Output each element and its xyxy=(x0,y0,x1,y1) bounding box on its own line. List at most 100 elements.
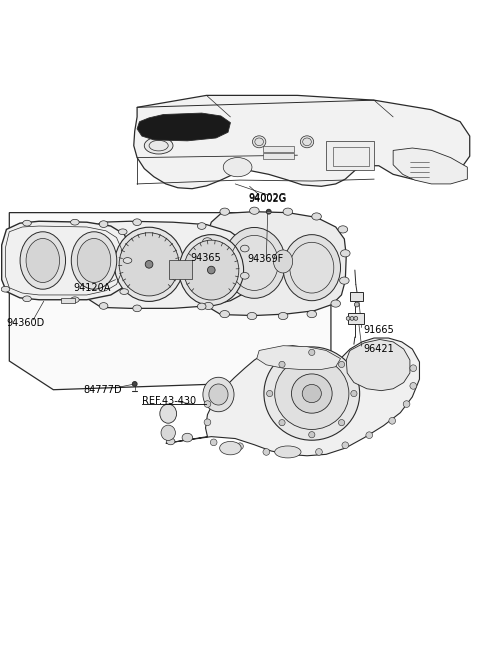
Ellipse shape xyxy=(220,441,241,455)
Ellipse shape xyxy=(350,316,354,320)
Ellipse shape xyxy=(223,227,286,298)
Ellipse shape xyxy=(144,138,173,154)
Ellipse shape xyxy=(204,303,213,310)
Bar xyxy=(333,147,369,166)
Polygon shape xyxy=(207,212,346,316)
Bar xyxy=(326,141,374,170)
Ellipse shape xyxy=(204,401,211,407)
Ellipse shape xyxy=(240,272,249,279)
Ellipse shape xyxy=(182,433,192,442)
Ellipse shape xyxy=(204,419,211,426)
Ellipse shape xyxy=(278,312,288,320)
Polygon shape xyxy=(393,148,468,184)
Text: 94369F: 94369F xyxy=(247,254,283,264)
Ellipse shape xyxy=(119,229,127,234)
Ellipse shape xyxy=(1,286,10,292)
Ellipse shape xyxy=(354,316,358,320)
Ellipse shape xyxy=(354,302,359,307)
Ellipse shape xyxy=(410,383,417,389)
Ellipse shape xyxy=(161,425,175,440)
Ellipse shape xyxy=(203,267,212,274)
Ellipse shape xyxy=(289,449,296,457)
Bar xyxy=(60,298,75,303)
Text: 84777D: 84777D xyxy=(84,384,122,395)
Ellipse shape xyxy=(72,232,117,290)
Ellipse shape xyxy=(338,226,348,233)
Ellipse shape xyxy=(133,219,142,225)
Polygon shape xyxy=(9,213,331,390)
Ellipse shape xyxy=(240,245,249,252)
Ellipse shape xyxy=(252,136,266,148)
Polygon shape xyxy=(257,346,340,369)
Ellipse shape xyxy=(410,365,417,371)
Ellipse shape xyxy=(250,207,259,214)
Text: 94365: 94365 xyxy=(190,253,221,263)
Ellipse shape xyxy=(302,384,322,403)
Ellipse shape xyxy=(26,238,60,282)
Ellipse shape xyxy=(403,401,410,407)
Polygon shape xyxy=(166,338,420,456)
Ellipse shape xyxy=(340,250,350,257)
Bar xyxy=(263,153,294,159)
Ellipse shape xyxy=(179,234,243,305)
Ellipse shape xyxy=(309,349,315,356)
Ellipse shape xyxy=(119,233,179,296)
Ellipse shape xyxy=(166,438,175,445)
Ellipse shape xyxy=(309,432,315,438)
Ellipse shape xyxy=(223,158,252,177)
Ellipse shape xyxy=(197,303,206,310)
Ellipse shape xyxy=(20,232,66,290)
Ellipse shape xyxy=(160,404,177,423)
Ellipse shape xyxy=(237,443,243,449)
Ellipse shape xyxy=(184,240,239,300)
Ellipse shape xyxy=(274,250,293,273)
Ellipse shape xyxy=(346,316,350,320)
Ellipse shape xyxy=(71,297,79,303)
Ellipse shape xyxy=(351,390,357,397)
Text: 91665: 91665 xyxy=(363,326,394,335)
Ellipse shape xyxy=(99,303,108,309)
Ellipse shape xyxy=(264,347,360,440)
Polygon shape xyxy=(134,96,470,189)
Ellipse shape xyxy=(275,358,349,430)
Bar xyxy=(169,259,192,278)
Ellipse shape xyxy=(23,220,31,226)
Ellipse shape xyxy=(307,310,317,318)
Polygon shape xyxy=(137,113,230,141)
Ellipse shape xyxy=(77,238,111,282)
Ellipse shape xyxy=(120,289,129,295)
Ellipse shape xyxy=(338,362,345,367)
Ellipse shape xyxy=(342,442,348,449)
Ellipse shape xyxy=(210,439,217,445)
Ellipse shape xyxy=(207,266,215,274)
Ellipse shape xyxy=(316,449,323,455)
Bar xyxy=(263,146,294,152)
Ellipse shape xyxy=(389,417,396,424)
Ellipse shape xyxy=(23,296,31,302)
Ellipse shape xyxy=(263,449,270,455)
Ellipse shape xyxy=(132,382,137,386)
Ellipse shape xyxy=(220,208,229,215)
Ellipse shape xyxy=(197,223,206,229)
Polygon shape xyxy=(88,221,249,309)
Ellipse shape xyxy=(275,446,301,458)
Ellipse shape xyxy=(291,374,332,413)
Ellipse shape xyxy=(366,432,372,439)
Ellipse shape xyxy=(145,261,153,268)
Bar xyxy=(348,313,364,324)
Ellipse shape xyxy=(203,238,212,245)
Ellipse shape xyxy=(266,390,273,397)
Polygon shape xyxy=(346,339,410,390)
Ellipse shape xyxy=(133,305,142,312)
Ellipse shape xyxy=(283,234,340,301)
Ellipse shape xyxy=(338,420,345,426)
Ellipse shape xyxy=(279,420,285,426)
Polygon shape xyxy=(1,221,130,300)
Ellipse shape xyxy=(99,221,108,227)
Text: 94360D: 94360D xyxy=(6,318,45,328)
Text: 94002G: 94002G xyxy=(249,194,287,204)
Text: REF.43-430: REF.43-430 xyxy=(142,396,196,405)
Ellipse shape xyxy=(279,362,285,367)
Ellipse shape xyxy=(209,384,228,405)
Ellipse shape xyxy=(123,257,132,263)
